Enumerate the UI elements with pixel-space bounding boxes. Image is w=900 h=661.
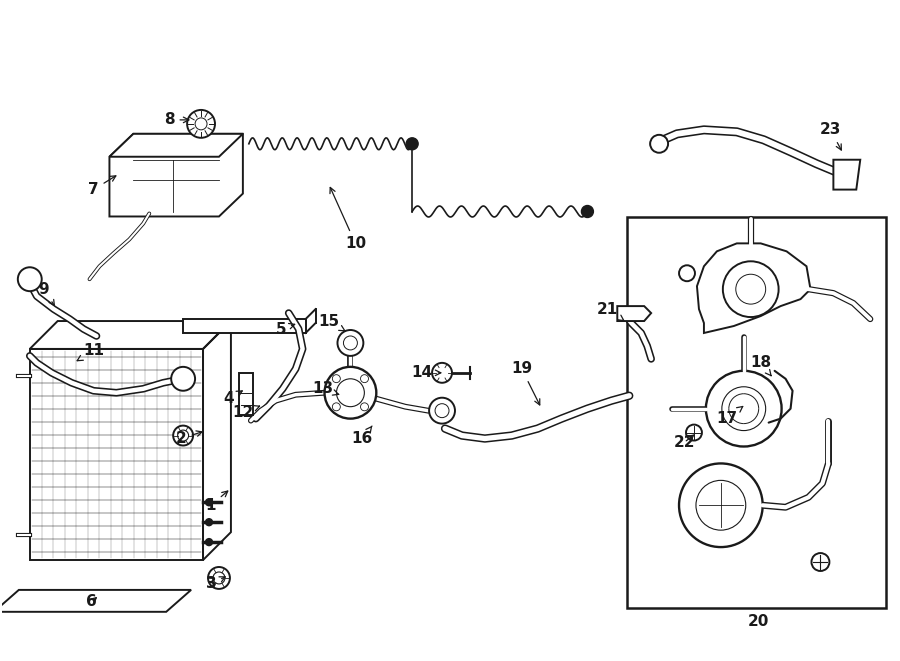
Circle shape [650, 135, 668, 153]
Text: 13: 13 [312, 381, 338, 396]
Bar [238, 373, 253, 414]
Text: 21: 21 [597, 301, 624, 321]
Circle shape [173, 426, 194, 446]
Text: 11: 11 [77, 344, 104, 361]
Circle shape [208, 567, 230, 589]
Text: 8: 8 [164, 112, 189, 128]
Circle shape [432, 363, 452, 383]
Text: 16: 16 [352, 426, 373, 446]
Text: 2: 2 [176, 431, 202, 446]
Circle shape [171, 367, 195, 391]
Circle shape [686, 424, 702, 440]
Circle shape [338, 330, 364, 356]
Circle shape [706, 371, 781, 447]
Circle shape [723, 261, 778, 317]
Circle shape [187, 110, 215, 137]
Text: 20: 20 [748, 614, 770, 629]
Circle shape [429, 398, 455, 424]
Text: 3: 3 [206, 576, 225, 592]
Polygon shape [183, 319, 306, 333]
Circle shape [325, 367, 376, 418]
Circle shape [205, 499, 212, 506]
Circle shape [205, 539, 212, 545]
Text: 15: 15 [318, 313, 345, 331]
Text: 4: 4 [223, 391, 242, 407]
Bar [627, 217, 886, 608]
Circle shape [679, 463, 762, 547]
Circle shape [18, 267, 41, 291]
Text: 17: 17 [716, 407, 742, 426]
Text: 22: 22 [673, 435, 695, 450]
Text: 12: 12 [232, 405, 259, 420]
Text: 6: 6 [86, 594, 97, 609]
Circle shape [679, 265, 695, 281]
Text: 10: 10 [330, 188, 366, 251]
Text: 19: 19 [511, 362, 540, 405]
Polygon shape [697, 243, 811, 333]
Circle shape [812, 553, 830, 571]
Text: 1: 1 [206, 491, 228, 513]
Polygon shape [617, 306, 652, 321]
Polygon shape [110, 134, 243, 217]
Text: 23: 23 [820, 122, 842, 150]
Circle shape [205, 519, 212, 525]
Polygon shape [110, 134, 243, 157]
Text: 7: 7 [88, 176, 116, 197]
Circle shape [406, 137, 419, 150]
Text: 14: 14 [411, 366, 441, 380]
Text: 5: 5 [275, 321, 294, 336]
Text: 18: 18 [750, 356, 771, 375]
Polygon shape [833, 160, 860, 190]
Polygon shape [0, 590, 191, 612]
Text: 9: 9 [39, 282, 54, 305]
Circle shape [581, 206, 593, 217]
